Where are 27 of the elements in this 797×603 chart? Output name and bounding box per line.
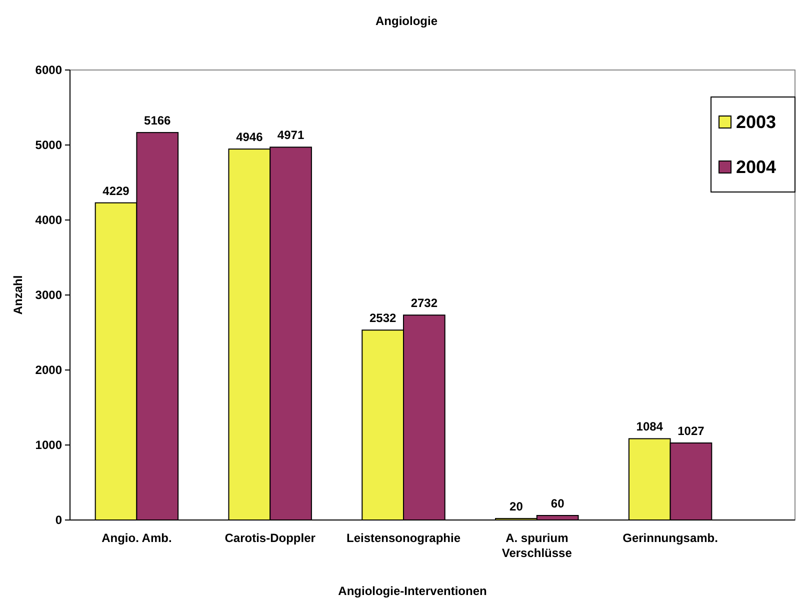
x-tick-label: A. spurium Verschlüsse <box>502 531 572 560</box>
data-label: 2732 <box>410 296 438 310</box>
data-label: 60 <box>550 496 565 510</box>
y-tick-label: 4000 <box>35 213 62 227</box>
data-label: 20 <box>510 500 524 514</box>
y-axis-title: Anzahl <box>11 275 25 315</box>
chart-title: Angiologie <box>376 14 438 28</box>
data-label: 1084 <box>636 420 664 434</box>
data-label: 1027 <box>678 424 705 438</box>
x-tick-label: Angio. Amb. <box>102 531 172 545</box>
y-tick-label: 1000 <box>35 438 62 452</box>
y-tick-label: 5000 <box>35 138 62 152</box>
x-tick-label: Leistensonographie <box>346 531 461 545</box>
y-tick-label: 0 <box>55 513 62 527</box>
data-label: 4971 <box>277 128 304 142</box>
y-tick-label: 6000 <box>35 63 62 77</box>
data-label: 4946 <box>236 130 264 144</box>
data-label: 5166 <box>144 114 172 128</box>
x-axis-title: Angiologie-Interventionen <box>338 584 487 598</box>
legend-label: 2004 <box>736 157 776 177</box>
legend-label: 2003 <box>736 112 776 132</box>
data-label: 4229 <box>102 184 130 198</box>
x-tick-label: Gerinnungsamb. <box>622 531 718 545</box>
y-tick-label: 3000 <box>35 288 62 302</box>
y-tick-label: 2000 <box>35 363 62 377</box>
x-tick-label: Carotis-Doppler <box>224 531 316 545</box>
data-label: 2532 <box>369 311 396 326</box>
